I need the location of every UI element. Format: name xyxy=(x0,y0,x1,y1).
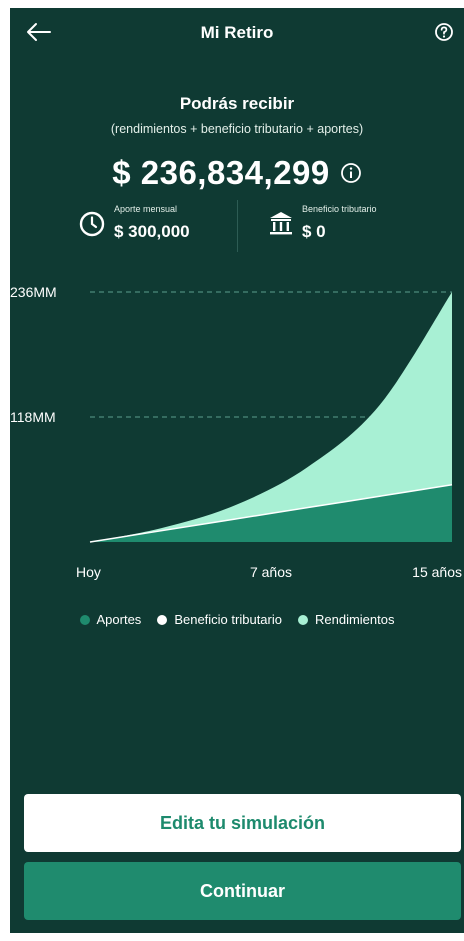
bank-icon xyxy=(268,210,294,243)
legend-item-aportes: Aportes xyxy=(79,612,142,627)
page-title: Mi Retiro xyxy=(200,23,274,42)
x-tick-label: Hoy xyxy=(76,564,101,580)
legend-label: Aportes xyxy=(96,612,142,627)
retirement-screen: Mi Retiro Podrás recibir (rendimientos +… xyxy=(10,8,464,933)
monthly-contribution-value: $ 300,000 xyxy=(114,222,190,241)
legend-label: Beneficio tributario xyxy=(174,612,282,627)
monthly-contribution: Aporte mensual $ 300,000 xyxy=(78,200,228,252)
x-tick-label: 15 años xyxy=(412,564,462,580)
info-icon xyxy=(340,163,361,183)
legend-dot-aportes xyxy=(79,614,90,625)
info-button[interactable] xyxy=(340,162,362,184)
tax-benefit-value: $ 0 xyxy=(302,222,326,241)
clock-icon xyxy=(78,210,106,243)
legend-dot-beneficio xyxy=(157,614,168,625)
tax-benefit: Beneficio tributario $ 0 xyxy=(268,200,428,252)
x-tick-label: 7 años xyxy=(250,564,292,580)
y-tick-label: 236MM xyxy=(10,284,57,300)
tax-benefit-label: Beneficio tributario xyxy=(302,204,377,214)
projection-chart: 236MM 118MM Hoy 7 años 15 años xyxy=(10,284,462,580)
stats-divider xyxy=(237,200,238,252)
monthly-contribution-label: Aporte mensual xyxy=(114,204,178,214)
total-amount: $ 236,834,299 xyxy=(112,154,330,191)
continue-button[interactable]: Continuar xyxy=(24,862,461,920)
arrow-left-icon xyxy=(27,23,51,41)
header: Mi Retiro xyxy=(10,8,464,58)
summary-subtitle: (rendimientos + beneficio tributario + a… xyxy=(110,122,364,136)
legend-label: Rendimientos xyxy=(314,612,395,627)
chart-legend: Aportes Beneficio tributario Rendimiento… xyxy=(10,612,464,627)
back-button[interactable] xyxy=(24,20,52,44)
edit-simulation-button[interactable]: Edita tu simulación xyxy=(24,794,461,852)
legend-item-beneficio: Beneficio tributario xyxy=(157,612,282,627)
legend-dot-rendimientos xyxy=(297,614,308,625)
summary-title: Podrás recibir xyxy=(179,94,295,113)
series-beneficio-line xyxy=(89,484,453,543)
amount-row: $ 236,834,299 xyxy=(10,150,464,196)
y-tick-label: 118MM xyxy=(10,409,56,425)
legend-item-rendimientos: Rendimientos xyxy=(297,612,395,627)
series-rendimientos-area xyxy=(90,292,452,542)
help-button[interactable] xyxy=(434,22,454,42)
help-icon xyxy=(435,23,453,41)
